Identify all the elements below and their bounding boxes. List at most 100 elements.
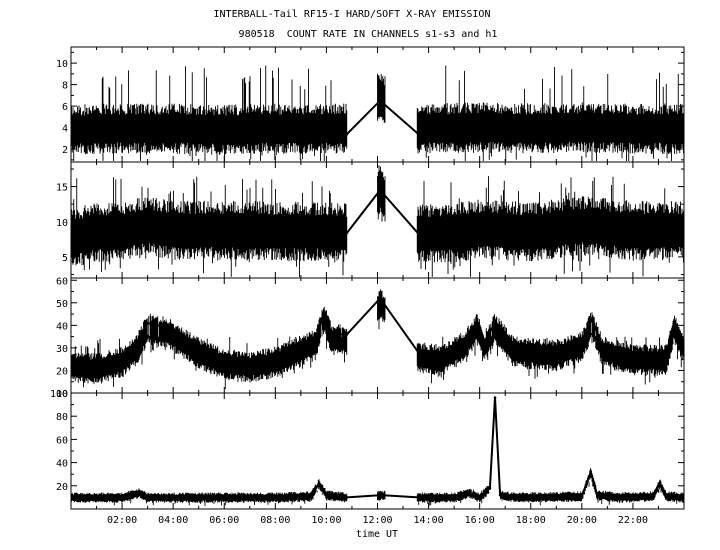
panel-1-point-2 <box>171 132 175 136</box>
panel-3-noise-band <box>71 289 684 390</box>
panel-3-point-20 <box>483 339 487 343</box>
xtick-label: 16:00 <box>465 515 495 526</box>
panel-3-point-25 <box>580 339 584 343</box>
panel-2-point-3 <box>146 224 149 227</box>
panel-3-point-8 <box>248 360 252 363</box>
panel-2-traces <box>71 165 684 277</box>
panel-3-ytick-label: 10 <box>56 389 68 400</box>
panel-3-point-15 <box>378 297 382 300</box>
panel-3-point-9 <box>274 355 277 359</box>
panel-4-point-8 <box>325 493 328 497</box>
panel-1-point-10 <box>529 132 533 136</box>
panel-1-ytick-label: 10 <box>56 59 68 70</box>
data-traces <box>71 65 684 506</box>
panel-4-point-15 <box>488 486 492 490</box>
panel-4-ytick-label: 60 <box>56 435 68 446</box>
panel-1-point-1 <box>120 132 124 136</box>
panel-1-point-5 <box>325 132 328 136</box>
panel-1-point-12 <box>631 132 635 136</box>
panel-3-point-14 <box>345 333 349 336</box>
panel-4-point-3 <box>146 496 149 499</box>
panel-3-ytick-label: 40 <box>56 321 68 332</box>
panel-2-point-11 <box>452 231 456 234</box>
xtick-label: 06:00 <box>209 515 239 526</box>
panel-3-point-16 <box>417 351 420 354</box>
panel-4-point-24 <box>658 482 661 485</box>
panel-4-point-6 <box>309 494 313 498</box>
panel-1-noise-band <box>71 65 684 161</box>
panel-3-point-2 <box>120 355 124 359</box>
panel-3-point-13 <box>330 333 333 336</box>
panel-3-traces <box>71 289 684 390</box>
x-axis-label: time UT <box>356 529 398 540</box>
panel-2-point-7 <box>325 230 328 233</box>
panel-3-ytick-label: 20 <box>56 366 68 377</box>
tick-labels: 2 4 6 8 10 5 10 15 10 20 30 40 50 60 20 40 60 80 100 02:00 0… <box>50 59 648 526</box>
xtick-label: 04:00 <box>158 515 188 526</box>
panel-3-point-6 <box>197 346 200 350</box>
xtick-label: 08:00 <box>260 515 290 526</box>
xtick-label: 18:00 <box>516 515 546 526</box>
panel-3-point-29 <box>664 353 668 357</box>
panel-1-traces <box>71 65 684 161</box>
panel-4-point-4 <box>197 496 200 499</box>
panel-4-point-23 <box>652 494 655 498</box>
panel-3-point-11 <box>314 337 318 341</box>
chart-subtitle: 980518 COUNT RATE IN CHANNELS s1-s3 and … <box>238 29 498 40</box>
panel-2-point-12 <box>478 227 482 231</box>
panel-4-point-7 <box>317 482 321 485</box>
panel-3-point-19 <box>475 321 479 325</box>
panel-3-point-23 <box>529 346 533 350</box>
panel-2-point-15 <box>631 228 635 232</box>
panel-2-ytick-label: 5 <box>62 253 68 264</box>
xtick-label: 10:00 <box>311 515 341 526</box>
panel-4-point-11 <box>417 496 420 499</box>
panel-4-point-10 <box>380 493 383 497</box>
panel-4-point-1 <box>120 496 124 499</box>
panel-3-point-7 <box>223 357 226 361</box>
panel-4-traces <box>71 396 684 506</box>
xtick-label: 02:00 <box>107 515 137 526</box>
panel-4-point-17 <box>498 493 502 497</box>
panel-3-point-28 <box>631 353 635 357</box>
panel-1-point-3 <box>223 133 226 137</box>
panel-2-point-5 <box>223 228 226 232</box>
panel-3-point-24 <box>555 348 558 352</box>
panel-4-ytick-label: 80 <box>56 412 68 423</box>
panel-2-point-6 <box>274 229 277 233</box>
panel-3-point-22 <box>511 344 515 347</box>
panel-4-point-22 <box>618 496 622 499</box>
panel-2-point-10 <box>417 232 420 235</box>
panel-3-point-27 <box>601 344 604 347</box>
panel-1-ytick-label: 8 <box>62 81 68 92</box>
panel-2-ytick-label: 10 <box>56 218 68 229</box>
panel-4-point-21 <box>595 493 599 497</box>
panel-3-point-21 <box>493 321 497 325</box>
panel-3-point-4 <box>146 321 149 325</box>
panel-4-point-20 <box>589 470 593 474</box>
panel-4-ytick-label: 100 <box>50 389 68 400</box>
panel-3-point-3 <box>136 342 139 345</box>
panel-3-series-line <box>71 296 684 365</box>
panel-3-point-18 <box>463 339 466 343</box>
panel-3-point-26 <box>590 317 594 320</box>
panel-1-ytick-label: 6 <box>62 102 68 113</box>
panel-4-series-line <box>71 397 684 499</box>
panel-2-point-1 <box>95 231 98 234</box>
panel-2-point-8 <box>345 231 349 235</box>
panel-2-point-13 <box>529 230 533 233</box>
panel-4-point-25 <box>664 494 668 498</box>
panel-4-point-5 <box>274 496 277 499</box>
xtick-label: 12:00 <box>362 515 392 526</box>
panel-1-point-11 <box>580 131 584 135</box>
xtick-label: 20:00 <box>567 515 597 526</box>
panel-1-point-6 <box>345 132 349 136</box>
panel-4-point-12 <box>452 496 456 499</box>
xtick-label: 14:00 <box>414 515 444 526</box>
panel-4-ytick-label: 40 <box>56 459 68 470</box>
panel-1-ytick-label: 4 <box>62 124 68 135</box>
panel-2-point-2 <box>120 230 124 233</box>
chart-title: INTERBALL-Tail RF15-I HARD/SOFT X-RAY EM… <box>213 9 491 20</box>
panel-3-ytick-label: 30 <box>56 344 68 355</box>
